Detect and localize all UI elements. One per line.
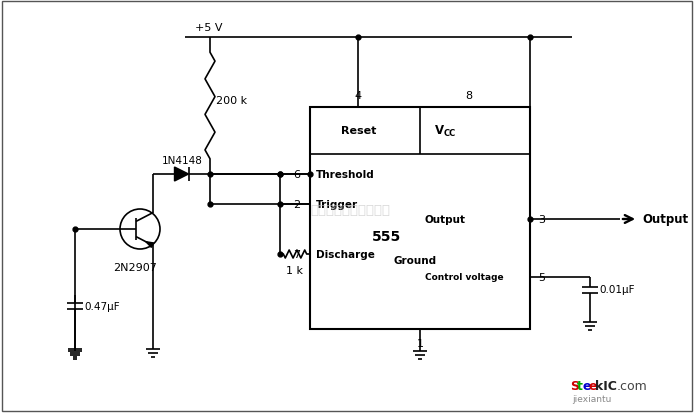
Polygon shape (146, 242, 153, 248)
Polygon shape (174, 168, 189, 182)
Text: 杭州将睁科技有限公司: 杭州将睁科技有限公司 (310, 203, 390, 216)
Text: Discharge: Discharge (316, 249, 375, 259)
Text: 0.01μF: 0.01μF (599, 284, 634, 294)
Text: Ground: Ground (393, 255, 437, 266)
Text: 1 k: 1 k (287, 266, 303, 275)
Text: 1N4148: 1N4148 (162, 156, 203, 166)
Text: V: V (435, 123, 445, 136)
Text: S: S (570, 379, 579, 392)
Text: 4: 4 (355, 91, 362, 101)
Text: 200 k: 200 k (216, 96, 247, 106)
Text: Threshold: Threshold (316, 170, 375, 180)
Text: 2N2907: 2N2907 (113, 262, 157, 272)
Bar (310, 108, 530, 329)
Text: Output: Output (642, 213, 688, 226)
Text: Trigger: Trigger (316, 199, 358, 209)
Text: kIC: kIC (595, 379, 617, 392)
Text: 2: 2 (293, 199, 300, 209)
Text: 6: 6 (293, 170, 300, 180)
Text: 8: 8 (465, 91, 472, 101)
Text: Output: Output (425, 214, 466, 224)
Text: 3: 3 (538, 214, 545, 224)
Text: 7: 7 (293, 249, 300, 259)
Text: e: e (583, 379, 591, 392)
Text: jiexiantu: jiexiantu (572, 394, 611, 403)
Text: CC: CC (443, 129, 456, 138)
Text: t: t (577, 379, 583, 392)
Text: e: e (589, 379, 598, 392)
Text: 5: 5 (538, 272, 545, 282)
Text: Control voltage: Control voltage (425, 273, 504, 282)
Text: 0.47μF: 0.47μF (84, 301, 119, 311)
Text: .com: .com (617, 379, 648, 392)
Text: 555: 555 (373, 230, 402, 243)
Text: 1: 1 (416, 338, 423, 348)
Text: Reset: Reset (341, 126, 376, 136)
Text: +5 V: +5 V (195, 23, 223, 33)
